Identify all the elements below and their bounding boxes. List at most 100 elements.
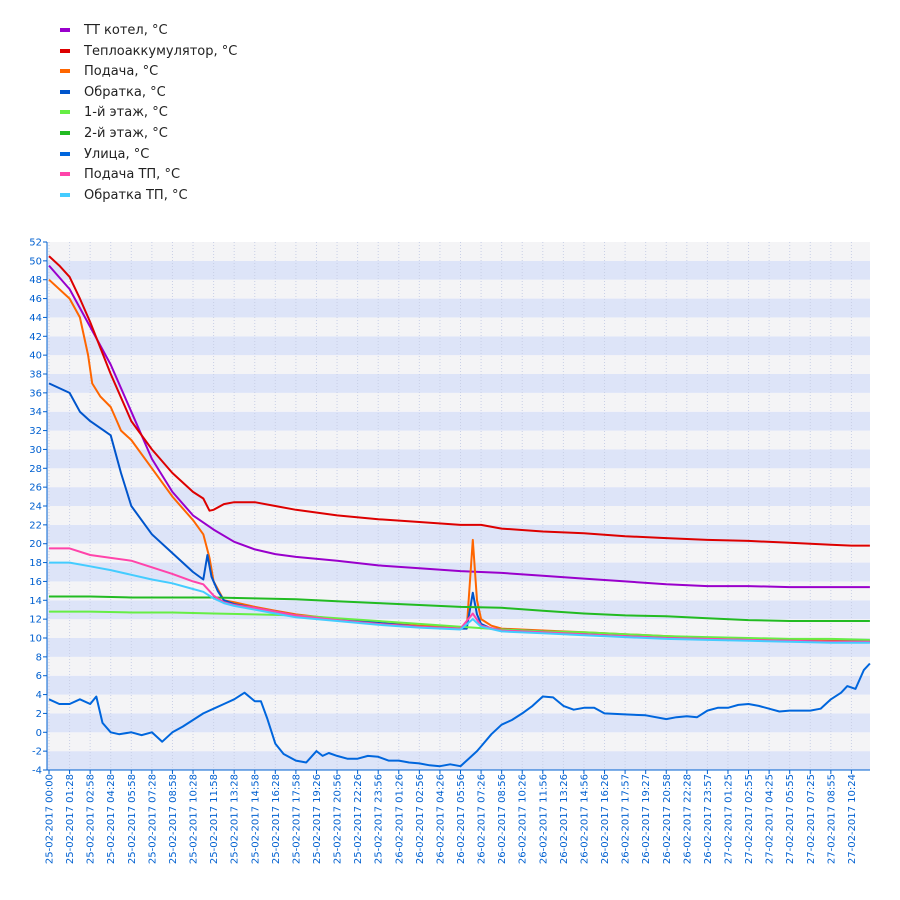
y-tick-label: 42 [29, 332, 42, 343]
y-tick-label: 28 [29, 464, 42, 475]
grid-band [47, 675, 870, 695]
x-tick-label: 27-02-2017 02:55 [744, 774, 755, 864]
legend-label: Подача ТП, °C [84, 167, 181, 183]
grid-band [47, 506, 870, 525]
x-tick-label: 25-02-2017 13:28 [230, 774, 241, 864]
grid-band [47, 468, 870, 488]
x-tick-label: 27-02-2017 10:24 [847, 774, 858, 864]
y-tick-label: 48 [29, 275, 42, 286]
grid-band [47, 449, 870, 469]
series-lines [48, 255, 871, 768]
legend-swatch [60, 110, 70, 115]
y-tick-label: 36 [29, 388, 42, 399]
y-tick-label: 12 [29, 615, 42, 626]
legend-swatch [60, 69, 70, 74]
y-tick-label: 50 [29, 256, 42, 267]
grid-band [47, 732, 870, 752]
grid-band [47, 317, 870, 337]
x-tick-label: 26-02-2017 23:57 [703, 774, 714, 864]
x-tick-label: 26-02-2017 08:56 [497, 774, 508, 864]
x-tick-label: 26-02-2017 11:56 [538, 774, 549, 864]
series-line-2 [48, 255, 870, 547]
grid-band [47, 562, 870, 582]
legend-swatch [60, 151, 70, 156]
y-tick-label: 40 [29, 351, 42, 362]
grid-band [47, 298, 870, 318]
grid-band [47, 638, 870, 657]
y-tick-label: 16 [29, 577, 42, 588]
y-tick-label: 44 [29, 313, 42, 324]
x-tick-label: 27-02-2017 04:25 [765, 774, 776, 864]
x-tick-label: 25-02-2017 07:28 [147, 774, 158, 864]
x-tick-label: 25-02-2017 02:58 [86, 774, 97, 864]
legend-swatch [60, 28, 70, 32]
grid-band [47, 600, 870, 620]
x-tick-label: 25-02-2017 19:26 [312, 774, 323, 864]
y-tick-label: 8 [36, 652, 42, 663]
x-tick-label: 26-02-2017 17:57 [621, 774, 632, 864]
x-tick-label: 25-02-2017 14:58 [250, 774, 261, 864]
x-tick-label: 25-02-2017 20:56 [333, 774, 344, 864]
x-tick-label: 27-02-2017 08:55 [826, 774, 837, 864]
legend-label: Обратка ТП, °C [84, 187, 188, 203]
legend-label: Теплоаккумулятор, °C [84, 43, 238, 59]
grid-band [47, 411, 870, 431]
y-tick-label: 20 [29, 539, 42, 550]
y-tick-label: 32 [29, 426, 42, 437]
y-tick-label: 10 [29, 634, 42, 645]
y-tick-label: 22 [29, 520, 42, 531]
legend-label: Обратка, °C [84, 84, 166, 100]
legend-swatch [60, 89, 70, 94]
grid-band [47, 242, 870, 261]
x-tick-label: 26-02-2017 10:26 [518, 774, 529, 864]
x-tick-label: 25-02-2017 11:58 [209, 774, 220, 864]
series-line-9 [49, 561, 870, 644]
grid-band [47, 374, 870, 393]
legend-label: Подача, °C [84, 64, 159, 80]
background-bands [47, 242, 870, 770]
x-tick-label: 27-02-2017 01:25 [723, 774, 734, 864]
y-tick-label: 0 [36, 728, 42, 739]
series-line-5 [49, 610, 870, 641]
legend-label: 1-й этаж, °C [84, 105, 168, 121]
legend-swatch [60, 172, 70, 177]
grid-band [47, 430, 870, 450]
x-tick-label: 26-02-2017 13:26 [559, 774, 570, 864]
legend-swatch [60, 192, 70, 197]
y-tick-label: 2 [36, 709, 42, 720]
x-tick-label: 26-02-2017 01:26 [394, 774, 405, 864]
x-tick-label: 25-02-2017 10:28 [189, 774, 200, 864]
series-line-6 [49, 595, 870, 622]
x-tick-label: 25-02-2017 22:26 [353, 774, 364, 864]
legend-label: ТТ котел, °C [84, 23, 168, 38]
series-line-7 [48, 662, 871, 768]
x-tick-label: 25-02-2017 01:28 [65, 774, 76, 864]
x-tick-label: 25-02-2017 16:28 [271, 774, 282, 864]
grid-band [47, 751, 870, 770]
grid-band [47, 656, 870, 676]
y-tick-label: 4 [36, 690, 42, 701]
grid-band [47, 581, 870, 601]
x-tick-label: 27-02-2017 07:25 [806, 774, 817, 864]
x-tick-label: 26-02-2017 16:26 [600, 774, 611, 864]
y-tick-label: 30 [29, 445, 42, 456]
y-tick-label: -2 [32, 747, 42, 758]
x-tick-label: 25-02-2017 08:58 [168, 774, 179, 864]
x-tick-label: 26-02-2017 02:56 [415, 774, 426, 864]
x-tick-label: 26-02-2017 14:56 [579, 774, 590, 864]
legend-swatch [60, 130, 70, 135]
y-tick-label: 38 [29, 370, 42, 381]
y-tick-label: 6 [36, 671, 42, 682]
y-tick-label: 18 [29, 558, 42, 569]
grid-band [47, 336, 870, 356]
y-tick-label: 14 [29, 596, 42, 607]
x-tick-label: 26-02-2017 20:58 [662, 774, 673, 864]
x-tick-label: 26-02-2017 05:56 [456, 774, 467, 864]
x-tick-label: 26-02-2017 07:26 [477, 774, 488, 864]
y-tick-labels: -4-2024681012141618202224262830323436384… [29, 238, 47, 777]
grid-band [47, 713, 870, 733]
grid-band [47, 392, 870, 412]
legend-swatch [60, 48, 70, 53]
grid-band [47, 543, 870, 563]
